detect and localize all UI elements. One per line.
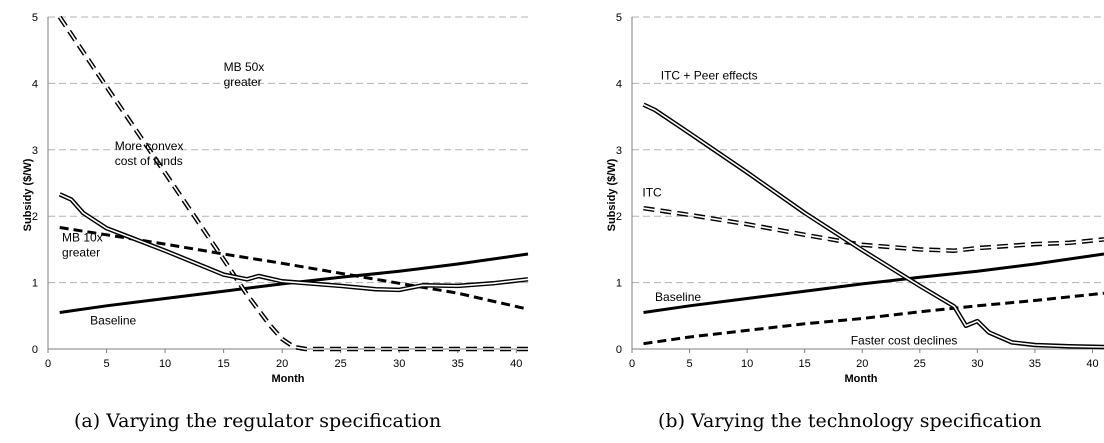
series-mb-10x-greater [59,226,529,311]
annotation-baseline: Baseline [655,290,701,304]
x-tick-label: 5 [686,358,692,370]
y-tick-label: 0 [32,344,38,356]
x-tick-label: 0 [45,358,51,370]
x-tick-label: 0 [629,358,635,370]
x-tick-label: 40 [510,358,522,370]
x-tick-label: 35 [1029,358,1041,370]
x-tick-label: 25 [335,358,347,370]
series-mb-50x-greater [57,15,528,352]
y-tick-label: 0 [616,344,622,356]
y-axis-title: Subsidy ($/W) [606,158,618,231]
annotation-faster-cost-declines: Faster cost declines [851,333,958,347]
annotation-itc: ITC [642,185,662,199]
series-baseline [59,252,529,314]
y-tick-label: 5 [616,12,622,24]
y-tick-label: 3 [32,145,38,157]
y-tick-label: 4 [616,78,622,90]
annotation-mb-10x-greater: MB 10x greater [62,230,103,259]
x-tick-label: 30 [393,358,405,370]
series-itc-peer-effects [642,102,1104,350]
y-tick-label: 3 [616,145,622,157]
panel-caption: (b) Varying the technology specification [658,410,1042,432]
panel-caption: (a) Varying the regulator specification [74,410,441,432]
y-tick-label: 2 [616,211,622,223]
annotation-itc-peer-effects: ITC + Peer effects [661,68,758,82]
x-tick-label: 20 [276,358,288,370]
x-tick-label: 15 [799,358,811,370]
series-itc [643,205,1104,253]
chart-panel-a: 0 1 2 3 4 5 0 5 10 15 20 25 30 35 40 Month Subsidy ($/W)… [22,12,529,432]
x-axis-title: Month [845,373,878,385]
x-tick-label: 25 [914,358,926,370]
x-tick-label: 30 [971,358,983,370]
annotation-baseline: Baseline [90,313,136,327]
y-tick-label: 2 [32,211,38,223]
chart-panel-b: 0 1 2 3 4 5 0 5 10 15 20 25 30 35 40 Month Subsidy ($/W)… [606,12,1104,432]
x-tick-label: 10 [159,358,171,370]
x-tick-label: 40 [1086,358,1098,370]
y-tick-label: 1 [616,278,622,290]
annotation-mb-50x-greater: MB 50x greater [224,60,265,89]
x-tick-label: 20 [856,358,868,370]
x-tick-label: 15 [217,358,229,370]
x-tick-label: 10 [741,358,753,370]
x-axis-title: Month [272,373,305,385]
series-baseline [643,252,1104,314]
y-tick-label: 5 [32,12,38,24]
y-axis-title: Subsidy ($/W) [22,158,34,231]
annotation-more-convex-cost-of-funds: More convex cost of funds [115,139,184,168]
x-tick-label: 35 [452,358,464,370]
series-more-convex-cost-of-funds [58,192,529,293]
y-tick-label: 1 [32,278,38,290]
x-tick-label: 5 [103,358,109,370]
y-tick-label: 4 [32,78,38,90]
